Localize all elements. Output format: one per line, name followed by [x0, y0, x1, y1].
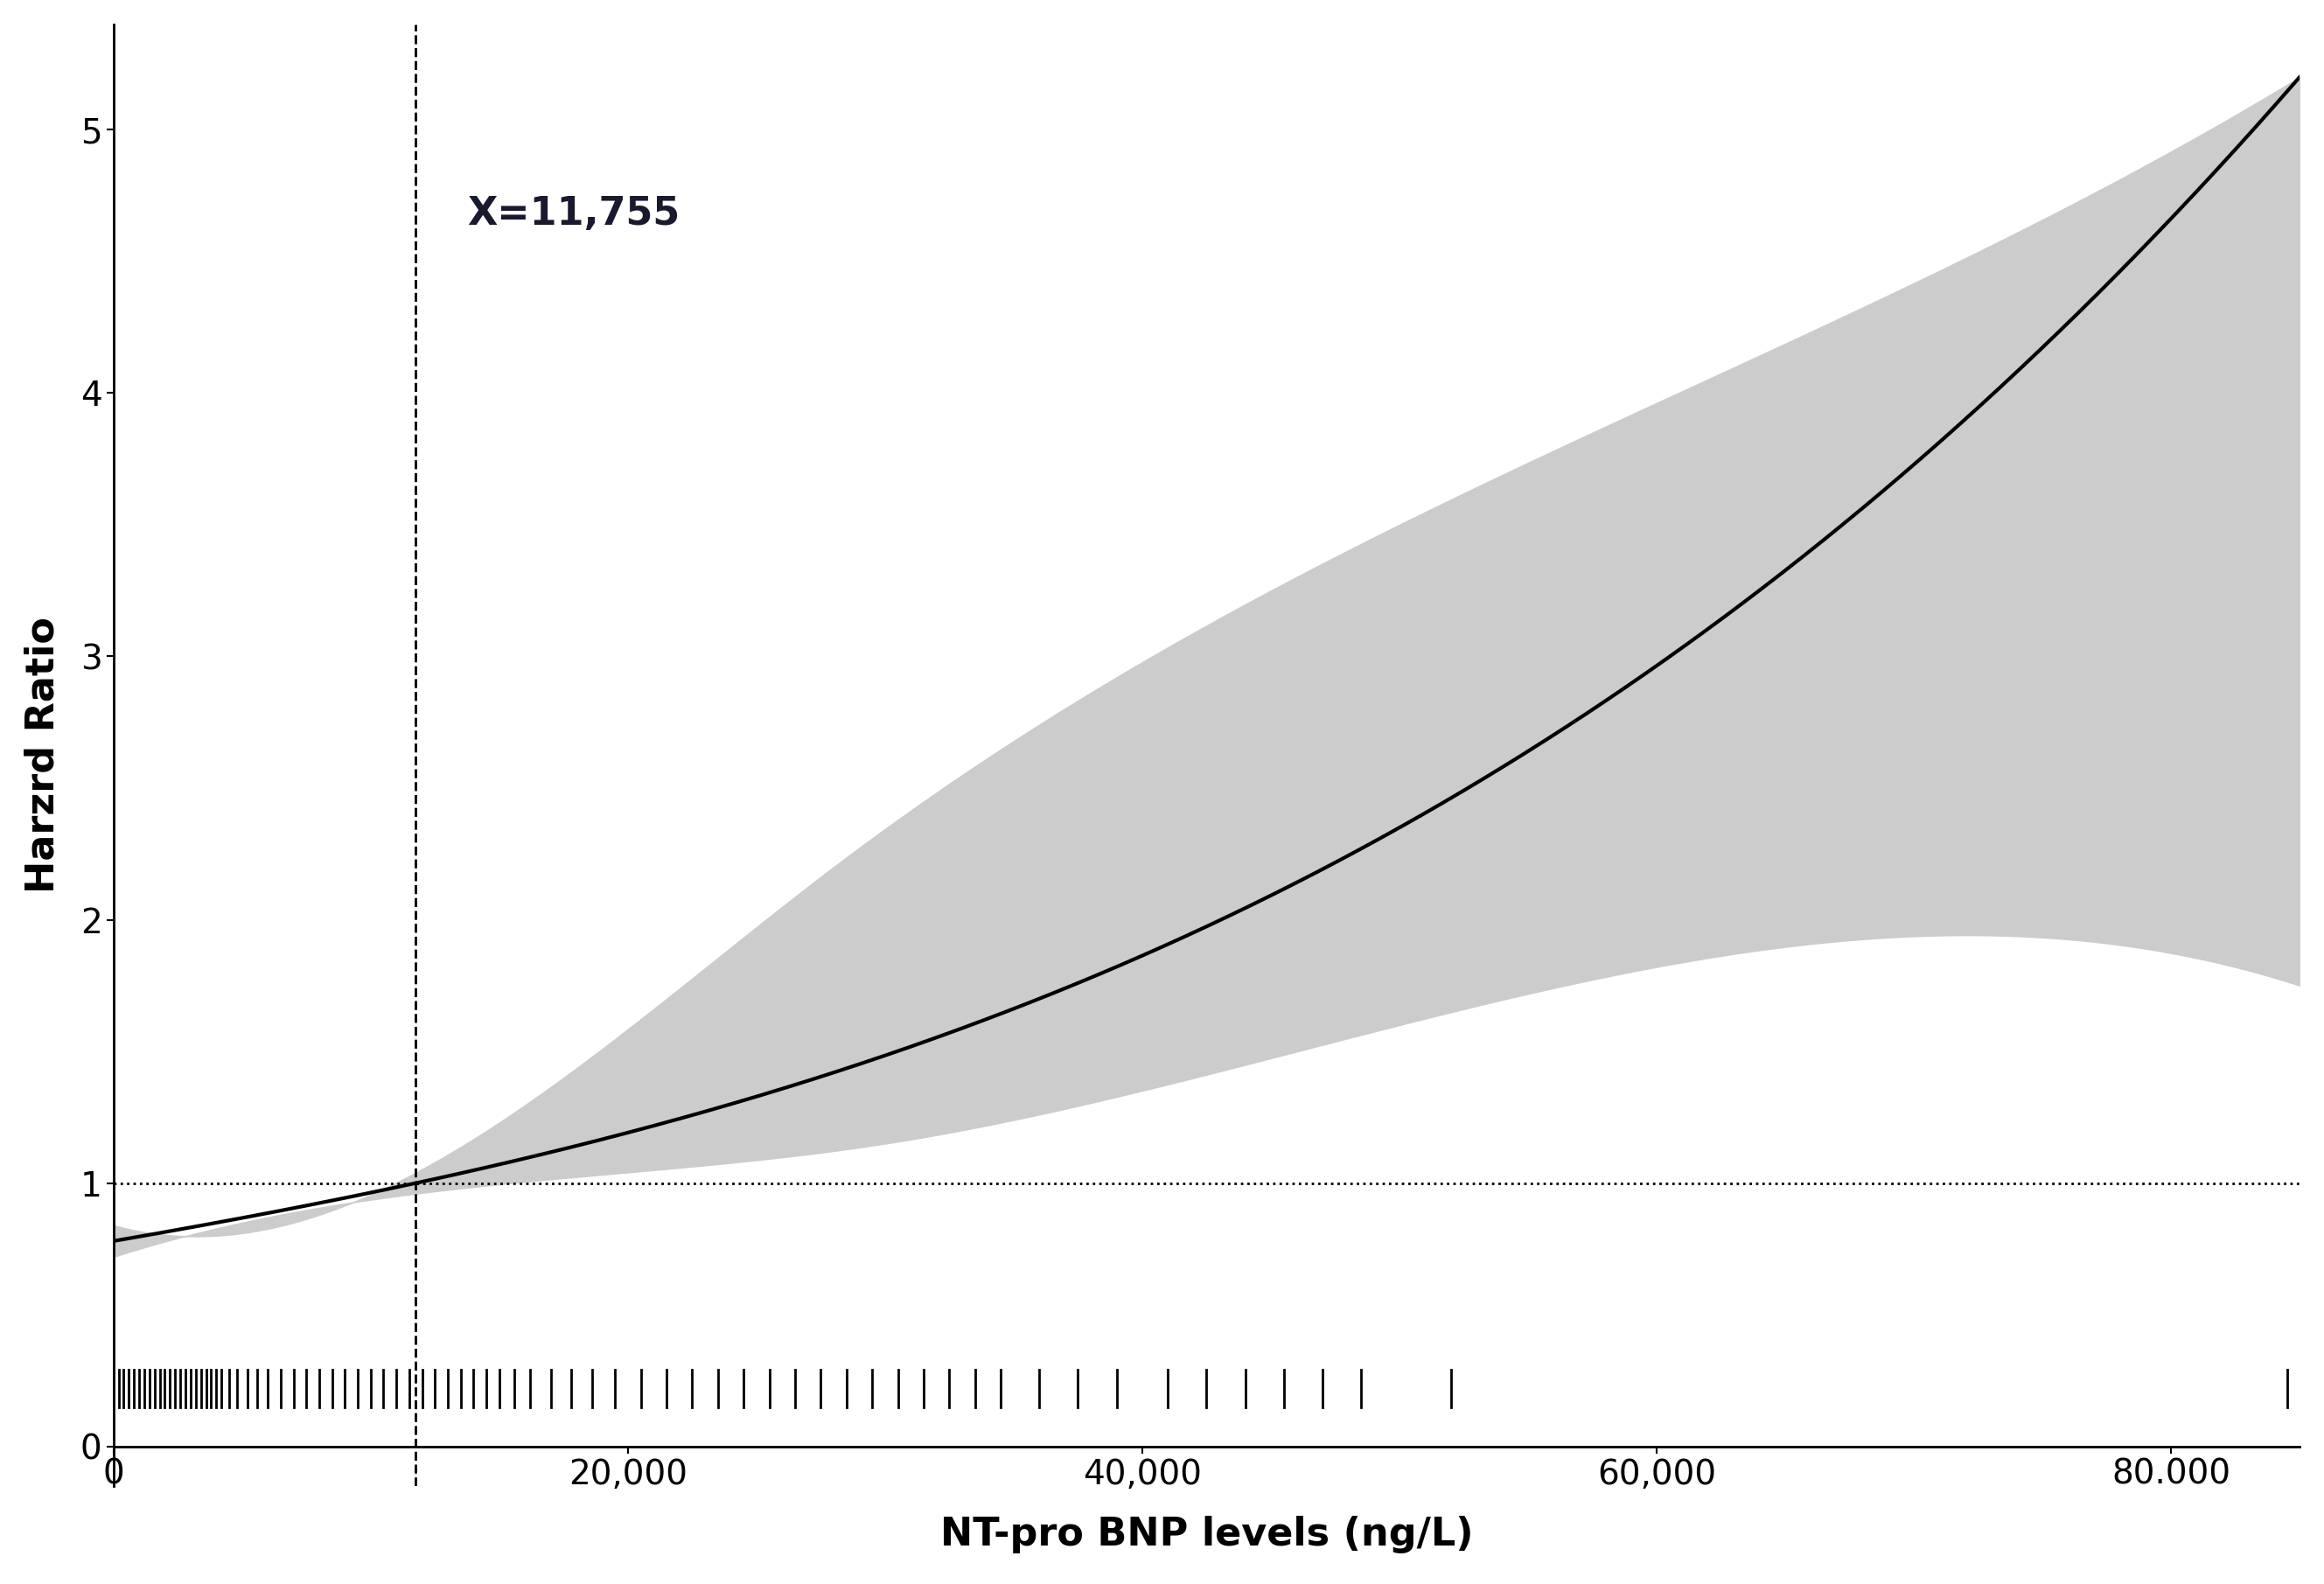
X-axis label: NT-pro BNP levels (ng/L): NT-pro BNP levels (ng/L): [939, 1516, 1473, 1554]
Y-axis label: Harzrd Ratio: Harzrd Ratio: [23, 618, 63, 893]
Text: X=11,755: X=11,755: [467, 195, 681, 233]
